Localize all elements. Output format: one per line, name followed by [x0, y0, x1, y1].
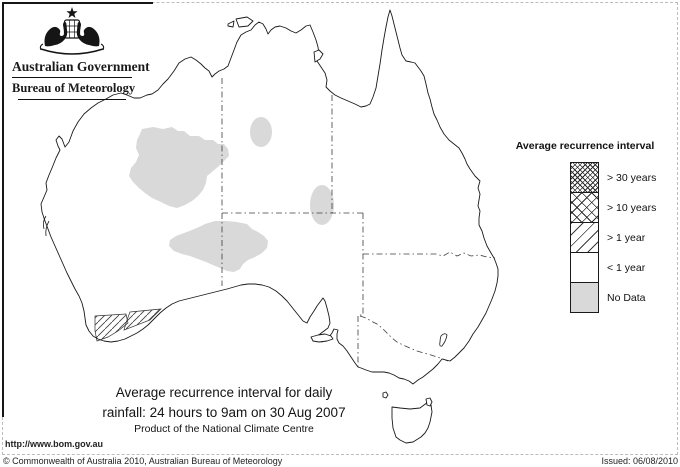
tasmania-coastline [391, 401, 433, 444]
copyright-note: © Commonwealth of Australia 2010, Austra… [3, 456, 283, 466]
islands [227, 16, 433, 444]
map-caption: Average recurrence interval for daily ra… [58, 385, 390, 435]
no-data-region-wa-north [129, 127, 229, 208]
legend-row-lt1y: < 1 year [570, 252, 656, 283]
coast-details [42, 215, 448, 347]
legend: > 30 years > 10 years > 1 year < 1 year … [570, 162, 656, 313]
government-title: Australian Government [12, 59, 150, 74]
lake-outline [439, 333, 448, 347]
frame-left-rule [2, 2, 4, 417]
legend-row-gt10y: > 10 years [570, 192, 656, 223]
legend-swatch-lt1y [570, 252, 599, 283]
kangaroo-island [310, 333, 334, 343]
legend-row-nodata: No Data [570, 282, 656, 313]
caption-line-1: Average recurrence interval for daily [115, 385, 333, 400]
bureau-title: Bureau of Meteorology [12, 81, 136, 95]
melville-island [235, 16, 254, 28]
legend-swatch-nodata [570, 282, 599, 313]
legend-label: > 1 year [607, 231, 646, 244]
logo-divider-2 [18, 99, 126, 100]
caption-line-3: Product of the National Climate Centre [134, 423, 314, 435]
agency-logo: Australian Government Bureau of Meteorol… [12, 6, 150, 100]
flinders-island [425, 397, 433, 407]
caption-line-2: rainfall: 24 hours to 9am on 30 Aug 2007 [102, 405, 346, 420]
no-data-region-wa-south [169, 221, 268, 272]
legend-row-gt1y: > 1 year [570, 222, 656, 253]
coat-of-arms-icon [39, 7, 105, 55]
recurrence-gt1yr-region [94, 308, 162, 342]
king-island [382, 391, 389, 399]
legend-label: No Data [607, 291, 646, 304]
bathurst-island [227, 20, 235, 28]
shark-bay-inlets [42, 215, 50, 237]
legend-title: Average recurrence interval [515, 140, 655, 152]
legend-swatch-gt1y [570, 222, 599, 253]
frame-top-rule [2, 2, 153, 4]
legend-swatch-gt10y [570, 192, 599, 223]
no-data-region-corner [310, 185, 334, 225]
legend-label: > 10 years [607, 201, 657, 214]
legend-label: < 1 year [607, 261, 646, 274]
logo-divider-1 [12, 77, 132, 78]
legend-swatch-gt30y [570, 162, 599, 193]
no-data-region-nt [250, 117, 272, 147]
bom-url: http://www.bom.gov.au [5, 439, 103, 449]
state-borders [221, 78, 496, 367]
legend-row-gt30y: > 30 years [570, 162, 656, 193]
legend-label: > 30 years [607, 171, 657, 184]
groote-eylandt [313, 49, 324, 63]
issued-date: Issued: 06/08/2010 [601, 456, 678, 466]
mainland-coastline [40, 9, 499, 385]
